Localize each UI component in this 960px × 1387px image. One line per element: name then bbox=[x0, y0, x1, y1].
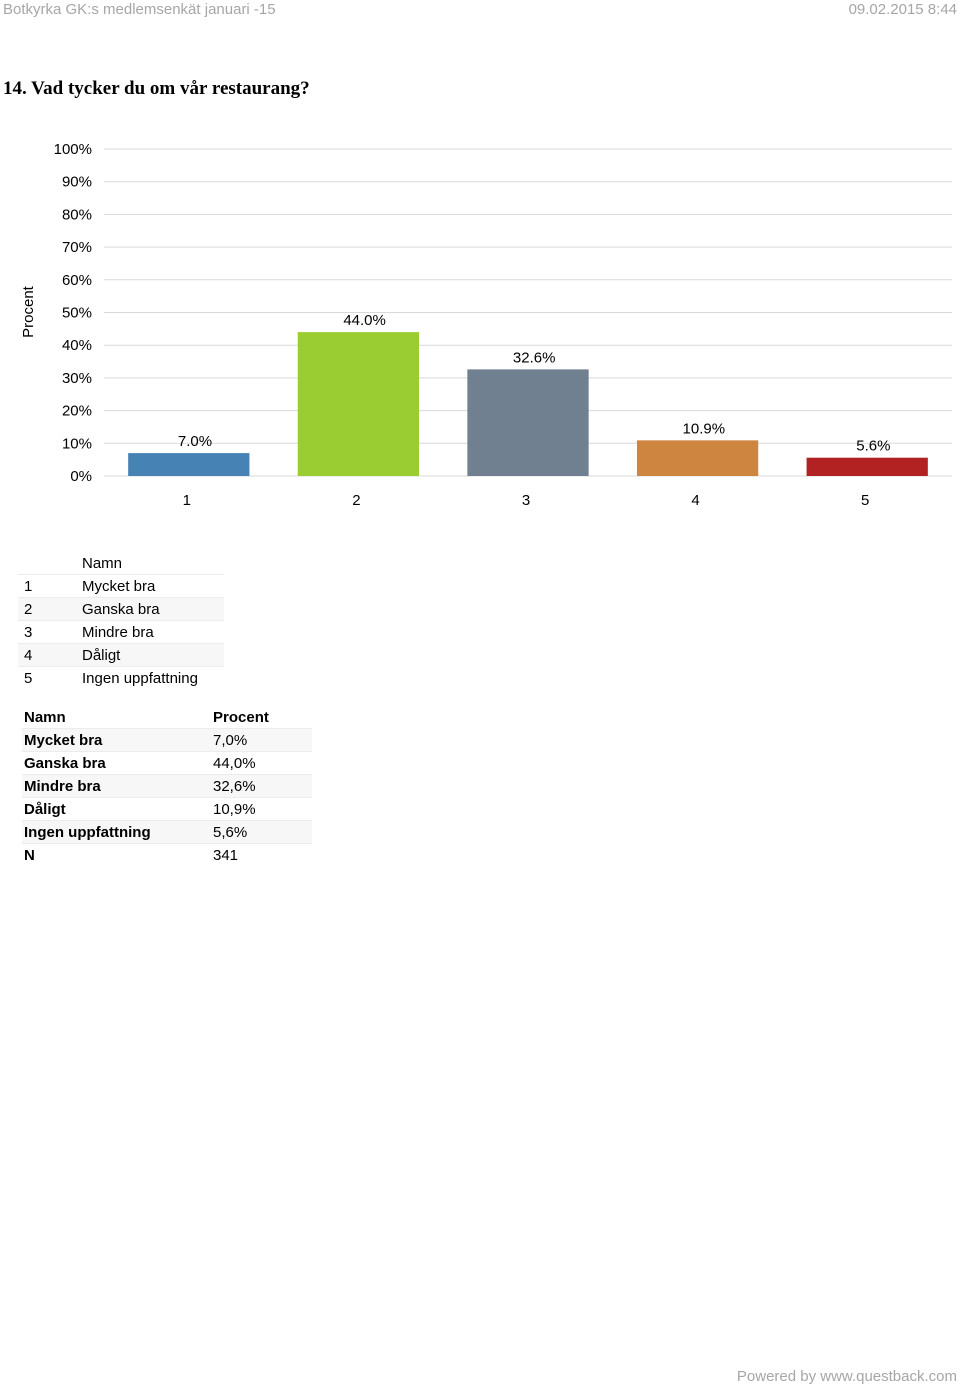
y-tick-label: 60% bbox=[62, 272, 92, 289]
result-value: 10,9% bbox=[211, 797, 312, 821]
legend-header: Namn bbox=[82, 554, 123, 572]
survey-title: Botkyrka GK:s medlemsenkät januari -15 bbox=[3, 1, 276, 18]
legend-num: 5 bbox=[18, 666, 82, 689]
result-name: N bbox=[22, 843, 211, 866]
y-tick-label: 40% bbox=[62, 337, 92, 354]
y-tick-label: 50% bbox=[62, 305, 92, 322]
legend-num: 1 bbox=[18, 574, 82, 598]
legend-num: 3 bbox=[18, 620, 82, 644]
table-row: Ganska bra 44,0% bbox=[22, 751, 312, 775]
result-name: Mindre bra bbox=[22, 774, 211, 798]
legend-num: 4 bbox=[18, 643, 82, 667]
bar bbox=[806, 457, 928, 476]
result-value: 44,0% bbox=[211, 751, 312, 775]
y-tick-label: 70% bbox=[62, 239, 92, 256]
data-label: 5.6% bbox=[856, 438, 890, 455]
footer-credit: Powered by www.questback.com bbox=[736, 1368, 957, 1385]
legend-row: 1 Mycket bra bbox=[18, 574, 224, 598]
y-tick-label: 20% bbox=[62, 403, 92, 420]
legend-name: Mindre bra bbox=[82, 620, 224, 644]
result-name: Ganska bra bbox=[22, 751, 211, 775]
table-row: Mindre bra 32,6% bbox=[22, 774, 312, 798]
x-tick-label: 2 bbox=[352, 492, 360, 509]
y-tick-label: 10% bbox=[62, 435, 92, 452]
table-row: Ingen uppfattning 5,6% bbox=[22, 820, 312, 844]
data-label: 44.0% bbox=[343, 312, 386, 329]
y-tick-label: 80% bbox=[62, 206, 92, 223]
table-row: Mycket bra 7,0% bbox=[22, 728, 312, 752]
y-tick-label: 90% bbox=[62, 174, 92, 191]
result-value: 5,6% bbox=[211, 820, 312, 844]
results-header-percent: Procent bbox=[213, 708, 269, 726]
legend-row: 5 Ingen uppfattning bbox=[18, 666, 224, 689]
table-row: Dåligt 10,9% bbox=[22, 797, 312, 821]
legend-num: 2 bbox=[18, 597, 82, 621]
y-axis-label: Procent bbox=[20, 285, 37, 338]
result-name: Dåligt bbox=[22, 797, 211, 821]
x-tick-label: 1 bbox=[183, 492, 191, 509]
data-label: 7.0% bbox=[178, 433, 212, 450]
bars bbox=[128, 332, 928, 476]
legend-name: Ganska bra bbox=[82, 597, 224, 621]
bar bbox=[297, 332, 420, 476]
result-value: 341 bbox=[211, 843, 312, 866]
result-value: 7,0% bbox=[211, 728, 312, 752]
legend-row: 2 Ganska bra bbox=[18, 597, 224, 621]
x-tick-labels: 1 2 3 4 5 bbox=[183, 492, 870, 509]
table-row: N 341 bbox=[22, 843, 312, 866]
timestamp: 09.02.2015 8:44 bbox=[848, 1, 957, 18]
legend-name: Mycket bra bbox=[82, 574, 224, 598]
legend-name: Dåligt bbox=[82, 643, 224, 667]
legend-name: Ingen uppfattning bbox=[82, 666, 224, 689]
question-title: 14. Vad tycker du om vår restaurang? bbox=[3, 78, 310, 99]
x-tick-label: 5 bbox=[861, 492, 869, 509]
results-table: Namn Procent Mycket bra 7,0% Ganska bra 44… bbox=[22, 706, 312, 866]
bar bbox=[636, 440, 759, 476]
data-labels: 7.0% 44.0% 32.6% 10.9% 5.6% bbox=[178, 312, 891, 455]
y-tick-label: 100% bbox=[54, 141, 92, 158]
bar bbox=[467, 369, 589, 476]
data-label: 32.6% bbox=[513, 349, 556, 366]
legend-table: Namn 1 Mycket bra 2 Ganska bra 3 Mindre bra… bbox=[18, 552, 224, 689]
x-tick-label: 4 bbox=[691, 492, 699, 509]
bar bbox=[128, 453, 250, 476]
results-header-name: Namn bbox=[24, 708, 66, 726]
data-label: 10.9% bbox=[683, 420, 726, 437]
result-value: 32,6% bbox=[211, 774, 312, 798]
result-name: Ingen uppfattning bbox=[22, 820, 211, 844]
y-tick-label: 30% bbox=[62, 370, 92, 387]
legend-row: 4 Dåligt bbox=[18, 643, 224, 667]
grid-lines bbox=[104, 148, 952, 477]
x-tick-label: 3 bbox=[522, 492, 530, 509]
bar-chart: 0%10%20%30%40%50%60%70%80%90%100% 7.0%44… bbox=[20, 141, 952, 509]
legend-row: 3 Mindre bra bbox=[18, 620, 224, 644]
y-tick-labels: 0% 10% 20% 30% 40% 50% 60% 70% 80% 90% 100% bbox=[54, 141, 92, 485]
result-name: Mycket bra bbox=[22, 728, 211, 752]
y-tick-label: 0% bbox=[70, 468, 92, 485]
